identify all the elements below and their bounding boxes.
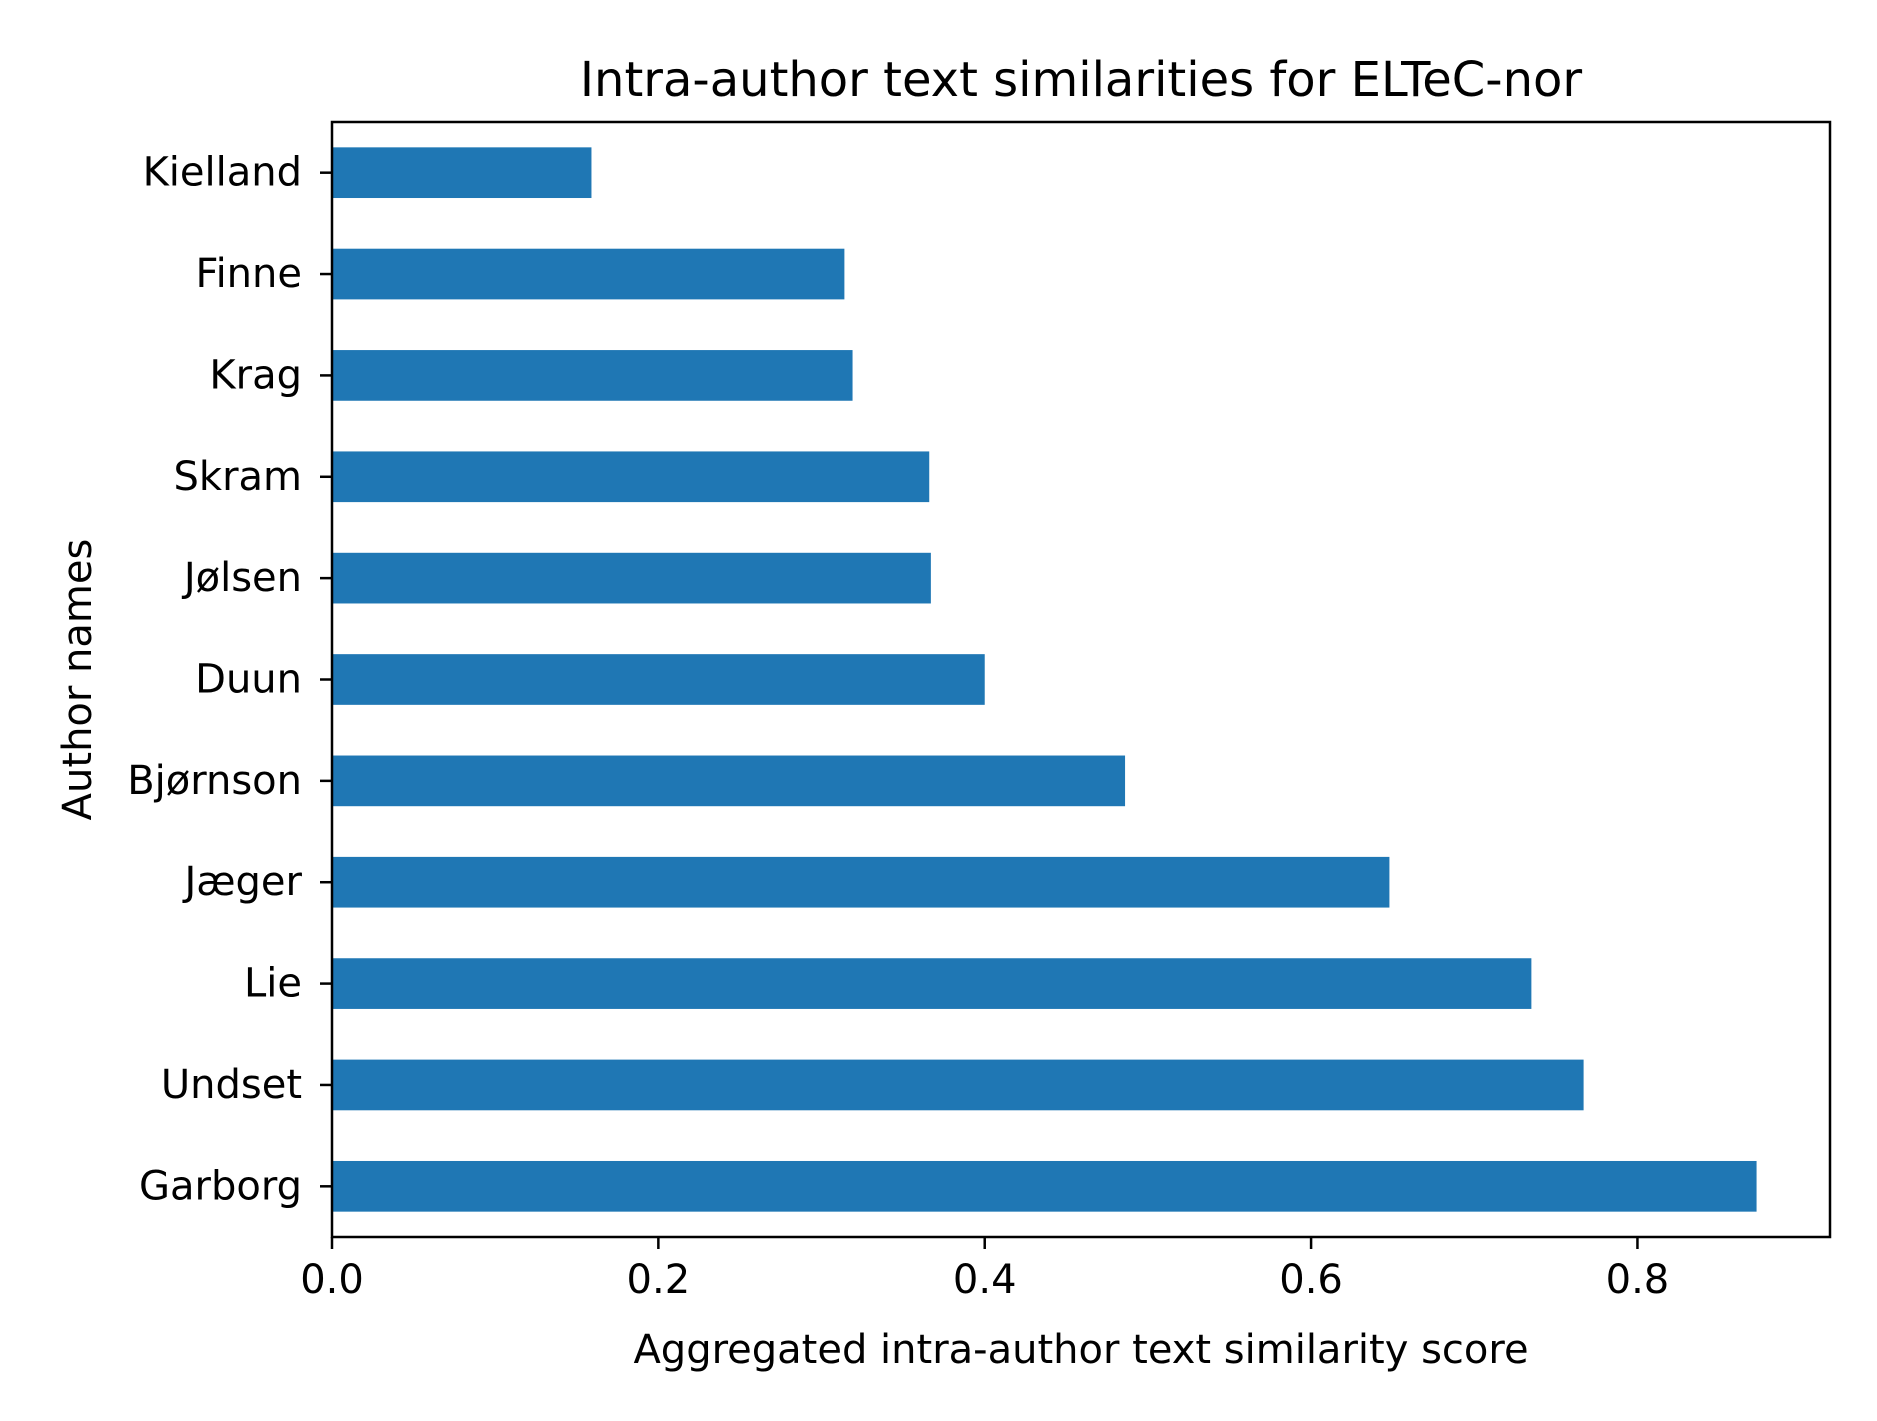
y-tick-label: Jølsen bbox=[181, 555, 302, 601]
bar-lie bbox=[332, 958, 1532, 1009]
bar-bjørnson bbox=[332, 755, 1126, 807]
y-tick-label: Finne bbox=[195, 251, 302, 297]
bar-garborg bbox=[332, 1160, 1757, 1212]
y-tick-label: Kielland bbox=[143, 150, 302, 196]
y-tick-label: Lie bbox=[244, 961, 302, 1007]
y-tick-label: Bjørnson bbox=[127, 758, 302, 804]
plot-frame bbox=[330, 120, 1832, 1239]
y-axis-title: Author names bbox=[55, 539, 101, 821]
y-tick-label: Jæger bbox=[181, 859, 302, 905]
bar-undset bbox=[332, 1059, 1584, 1111]
y-tick-label: Duun bbox=[195, 657, 302, 703]
bar-jølsen bbox=[332, 552, 931, 604]
chart-title: Intra-author text similarities for ELTeC… bbox=[580, 52, 1583, 108]
bar-jæger bbox=[332, 856, 1390, 908]
bars-group bbox=[332, 147, 1757, 1212]
y-axis: Kielland Finne Krag Skram Jølsen Duun Bjørnson… bbox=[127, 150, 332, 1209]
bar-kielland bbox=[332, 147, 592, 199]
x-axis-title: Aggregated intra-author text similarity … bbox=[633, 1327, 1528, 1373]
x-axis: 0.0 0.2 0.4 0.6 0.8 bbox=[300, 1237, 1669, 1303]
bar-krag bbox=[332, 350, 853, 401]
y-tick-label: Undset bbox=[161, 1062, 302, 1108]
bar-duun bbox=[332, 654, 985, 705]
bar-skram bbox=[332, 451, 930, 503]
x-tick-label: 0.0 bbox=[300, 1257, 364, 1303]
y-tick-label: Garborg bbox=[139, 1163, 302, 1209]
x-tick-label: 0.4 bbox=[953, 1257, 1017, 1303]
x-tick-label: 0.2 bbox=[627, 1257, 691, 1303]
y-tick-label: Krag bbox=[209, 352, 302, 398]
x-tick-label: 0.6 bbox=[1279, 1257, 1343, 1303]
x-tick-label: 0.8 bbox=[1606, 1257, 1670, 1303]
bar-finne bbox=[332, 248, 845, 300]
y-tick-label: Skram bbox=[174, 454, 302, 500]
